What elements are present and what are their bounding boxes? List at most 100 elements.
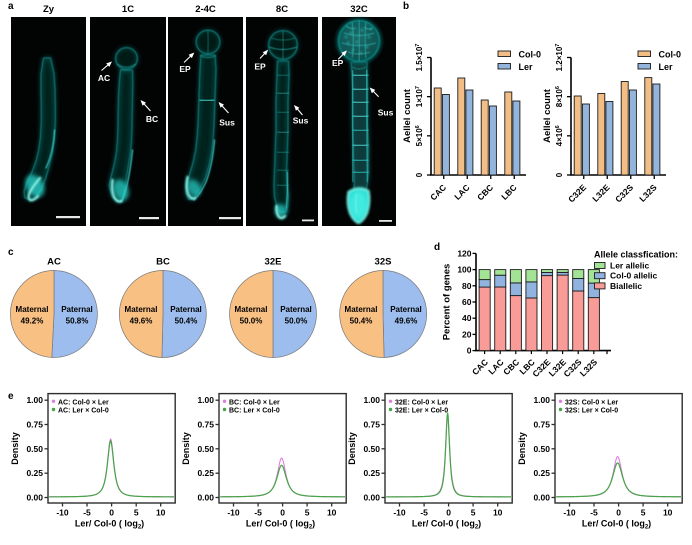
svg-text:Paternal: Paternal [170, 305, 202, 314]
svg-text:0.00: 0.00 [197, 493, 214, 503]
svg-text:32C: 32C [350, 4, 368, 15]
svg-text:1.00: 1.00 [26, 395, 43, 405]
svg-text:0.50: 0.50 [533, 444, 550, 454]
svg-text:40: 40 [462, 313, 472, 323]
svg-text:Ler/ Col-0 ( log2): Ler/ Col-0 ( log2) [412, 519, 481, 531]
svg-text:49.2%: 49.2% [21, 317, 44, 326]
svg-text:1.00: 1.00 [363, 395, 380, 405]
svg-text:Density: Density [181, 432, 191, 465]
svg-text:0.50: 0.50 [197, 444, 214, 454]
svg-text:-10: -10 [563, 508, 576, 518]
svg-text:50.4%: 50.4% [175, 317, 198, 326]
svg-text:0.50: 0.50 [26, 444, 43, 454]
svg-text:-10: -10 [227, 508, 240, 518]
svg-text:Maternal: Maternal [345, 305, 378, 314]
svg-text:0: 0 [555, 172, 564, 177]
svg-text:BC: Ler × Col-0: BC: Ler × Col-0 [229, 408, 280, 415]
svg-text:0.75: 0.75 [26, 420, 43, 430]
svg-text:0.75: 0.75 [197, 420, 214, 430]
svg-text:32S: Col-0 × Ler: 32S: Col-0 × Ler [565, 399, 618, 406]
svg-text:0.25: 0.25 [197, 468, 214, 478]
svg-text:BC: BC [156, 257, 170, 268]
svg-text:Maternal: Maternal [235, 305, 268, 314]
svg-text:32S: 32S [375, 257, 392, 268]
svg-text:Ler: Ler [659, 62, 674, 72]
svg-text:80: 80 [462, 281, 472, 291]
svg-text:0: 0 [415, 172, 424, 177]
svg-text:1.00: 1.00 [533, 395, 550, 405]
svg-text:10: 10 [663, 508, 673, 518]
svg-text:50.4%: 50.4% [350, 317, 373, 326]
svg-text:0: 0 [446, 508, 451, 518]
svg-text:Sus: Sus [378, 108, 394, 118]
svg-text:50.0%: 50.0% [240, 317, 263, 326]
svg-text:EP: EP [179, 64, 191, 74]
svg-text:Zy: Zy [43, 4, 55, 15]
svg-text:10: 10 [156, 508, 166, 518]
svg-text:5×106: 5×106 [415, 125, 424, 146]
svg-text:0.25: 0.25 [363, 468, 380, 478]
svg-text:Ler: Ler [519, 62, 534, 72]
svg-text:AC: AC [98, 73, 110, 83]
svg-text:Aellel count: Aellel count [542, 88, 553, 143]
svg-text:Col-0: Col-0 [519, 49, 542, 59]
svg-text:-5: -5 [254, 508, 262, 518]
svg-text:Allele classfication:: Allele classfication: [594, 250, 678, 260]
svg-text:d: d [434, 242, 440, 253]
svg-text:32E: Ler × Col-0: 32E: Ler × Col-0 [395, 408, 448, 415]
svg-text:8C: 8C [276, 4, 288, 15]
svg-text:AC: Ler × Col-0: AC: Ler × Col-0 [58, 408, 109, 415]
svg-text:32S: Ler × Col-0: 32S: Ler × Col-0 [565, 408, 618, 415]
svg-text:Density: Density [347, 432, 357, 465]
svg-text:BC: BC [146, 114, 158, 124]
svg-text:0: 0 [616, 508, 621, 518]
svg-text:1.00: 1.00 [197, 395, 214, 405]
svg-text:100: 100 [457, 265, 471, 275]
svg-text:Ler/ Col-0 ( log2): Ler/ Col-0 ( log2) [246, 519, 315, 531]
svg-text:Ler/ Col-0 ( log2): Ler/ Col-0 ( log2) [75, 519, 144, 531]
svg-text:Density: Density [517, 432, 527, 465]
svg-text:1C: 1C [122, 4, 134, 15]
svg-text:Maternal: Maternal [16, 305, 49, 314]
svg-text:Paternal: Paternal [280, 305, 312, 314]
svg-text:EP: EP [332, 58, 344, 68]
svg-text:32E: 32E [265, 257, 282, 268]
svg-text:Paternal: Paternal [61, 305, 93, 314]
svg-text:50.0%: 50.0% [285, 317, 308, 326]
svg-text:AC: AC [47, 257, 61, 268]
svg-text:50.8%: 50.8% [66, 317, 89, 326]
svg-text:0.00: 0.00 [26, 493, 43, 503]
svg-text:0.75: 0.75 [363, 420, 380, 430]
svg-text:2-4C: 2-4C [195, 4, 216, 15]
svg-text:0: 0 [280, 508, 285, 518]
svg-text:Aellel count: Aellel count [402, 88, 413, 143]
svg-text:5: 5 [471, 508, 476, 518]
svg-text:Col-0: Col-0 [659, 49, 682, 59]
svg-text:Biallelic: Biallelic [610, 281, 642, 291]
svg-text:Maternal: Maternal [125, 305, 158, 314]
svg-text:49.6%: 49.6% [130, 317, 153, 326]
svg-text:-10: -10 [393, 508, 406, 518]
svg-text:BC: Col-0 × Ler: BC: Col-0 × Ler [229, 399, 280, 406]
svg-text:a: a [8, 1, 14, 12]
svg-text:Sus: Sus [219, 118, 235, 128]
svg-text:1.5×107: 1.5×107 [415, 44, 424, 72]
svg-text:AC: Col-0 × Ler: AC: Col-0 × Ler [58, 399, 109, 406]
svg-text:e: e [8, 391, 14, 402]
svg-text:Ler allelic: Ler allelic [610, 261, 649, 271]
svg-text:0.25: 0.25 [533, 468, 550, 478]
svg-text:20: 20 [462, 329, 472, 339]
svg-text:EP: EP [254, 62, 266, 72]
svg-text:Percent of genes: Percent of genes [442, 264, 453, 341]
svg-text:-10: -10 [56, 508, 69, 518]
svg-text:10: 10 [493, 508, 503, 518]
svg-text:0.00: 0.00 [363, 493, 380, 503]
svg-text:8×106: 8×106 [555, 86, 564, 107]
svg-text:49.6%: 49.6% [395, 317, 418, 326]
svg-text:Paternal: Paternal [390, 305, 422, 314]
svg-text:5: 5 [641, 508, 646, 518]
svg-text:Col-0 allelic: Col-0 allelic [610, 271, 658, 281]
svg-text:0.00: 0.00 [533, 493, 550, 503]
svg-text:0.50: 0.50 [363, 444, 380, 454]
svg-text:Density: Density [10, 432, 20, 465]
